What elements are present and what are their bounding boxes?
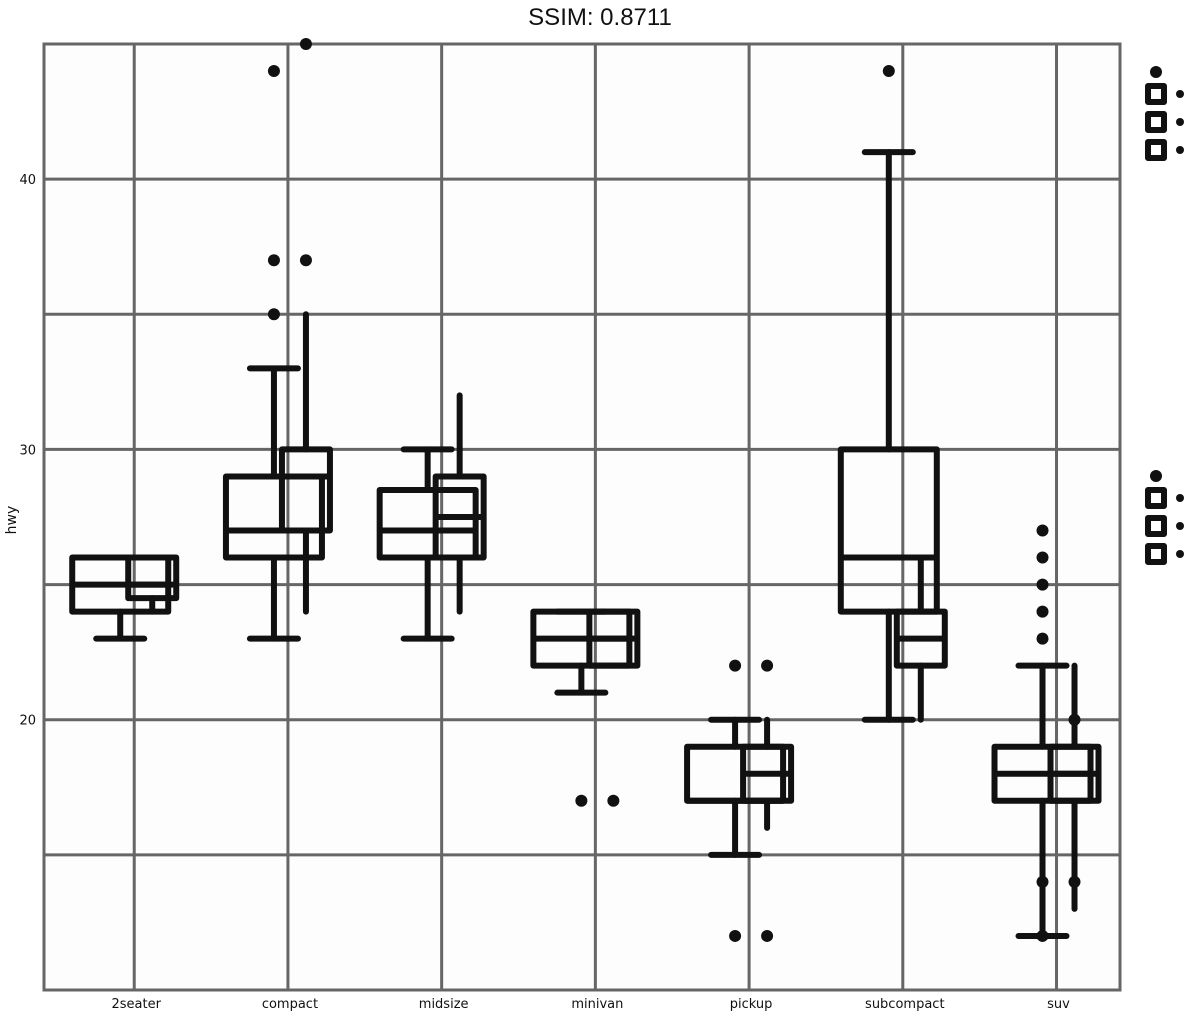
box-subcompact (893, 554, 948, 723)
outlier-point (1036, 929, 1049, 942)
legend-point (1176, 550, 1184, 558)
outlier-point (761, 929, 774, 942)
outlier-point (1036, 524, 1049, 537)
outlier-point (729, 929, 742, 942)
x-tick-label: 2seater (112, 997, 162, 1012)
box-compact (222, 65, 325, 642)
y-tick-label: 20 (19, 714, 36, 729)
outlier-point (575, 794, 588, 807)
x-tick-label: midsize (419, 997, 469, 1012)
plot-frame (42, 42, 1122, 992)
legend (1145, 66, 1184, 565)
box-body (278, 446, 333, 534)
legend-box-key (1145, 139, 1167, 161)
legend-point (1176, 118, 1184, 126)
y-axis-label: hwy (4, 506, 20, 535)
legend-box-key (1145, 83, 1167, 105)
y-tick-label: 40 (19, 173, 36, 188)
box-compact (278, 38, 333, 615)
legend-box-key (1145, 515, 1167, 537)
box-midsize (432, 392, 487, 615)
box-body (376, 486, 479, 561)
chart-title: SSIM: 0.8711 (528, 4, 672, 31)
legend-key-group (1145, 470, 1184, 565)
outlier-point (267, 65, 280, 78)
outlier-point (1068, 713, 1081, 726)
legend-point (1176, 90, 1184, 98)
box-body (837, 446, 940, 615)
outlier-point (1036, 632, 1049, 645)
box-minivan (586, 608, 641, 807)
legend-point (1150, 66, 1162, 78)
box-suv (1047, 662, 1102, 912)
outlier-point (729, 659, 742, 672)
x-tick-label: pickup (730, 997, 773, 1012)
outlier-point (882, 65, 895, 78)
legend-point (1176, 494, 1184, 502)
outlier-point (1036, 551, 1049, 564)
plot-panel (42, 42, 1122, 992)
legend-point (1176, 146, 1184, 154)
y-tick-label: 30 (19, 443, 36, 458)
box-midsize (376, 446, 479, 642)
box-pickup (740, 659, 795, 942)
legend-box-key (1145, 487, 1167, 509)
outlier-point (761, 659, 774, 672)
box-2seater (125, 554, 180, 615)
outlier-point (299, 38, 312, 50)
legend-point (1176, 522, 1184, 530)
x-tick-label: suv (1047, 997, 1070, 1012)
outlier-point (607, 794, 620, 807)
outlier-point (267, 254, 280, 267)
x-tick-label: subcompact (865, 997, 945, 1012)
legend-key-group (1145, 66, 1184, 161)
outlier-point (299, 254, 312, 267)
box-body (125, 554, 180, 602)
legend-point (1150, 470, 1162, 482)
box-subcompact (837, 65, 940, 723)
box-body (222, 473, 325, 561)
outlier-point (1036, 578, 1049, 591)
axis-labels: 20 30 40 hwy 2seater compact midsize minivan pic… (4, 173, 1070, 1012)
outlier-point (1036, 875, 1049, 888)
outlier-point (1036, 605, 1049, 618)
box-marks (69, 38, 1102, 942)
legend-box-key (1145, 543, 1167, 565)
x-tick-label: compact (262, 997, 318, 1012)
x-tick-label: minivan (571, 997, 623, 1012)
outlier-point (267, 308, 280, 321)
outlier-point (1068, 875, 1081, 888)
legend-box-key (1145, 111, 1167, 133)
